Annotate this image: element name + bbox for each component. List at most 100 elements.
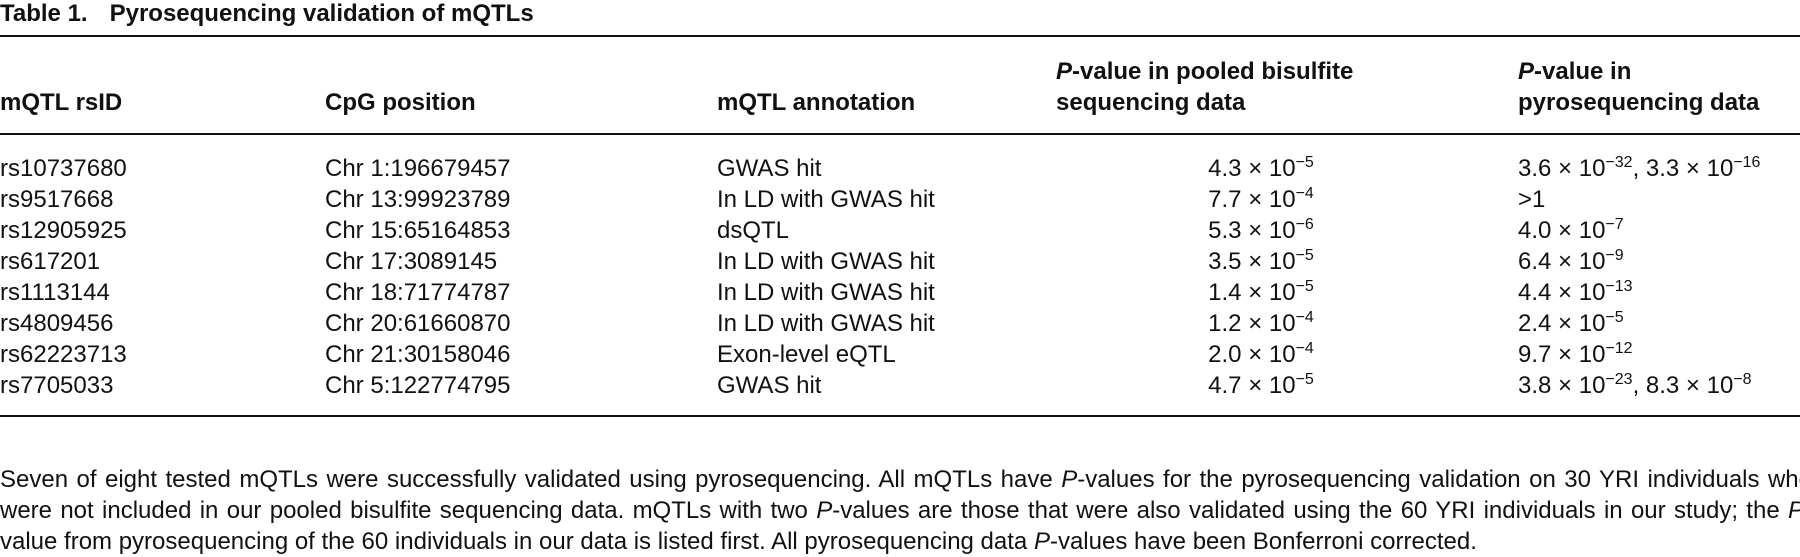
top-rule <box>0 35 1800 37</box>
table-cell: 3.6 × 10−32, 3.3 × 10−16 <box>1518 153 1760 184</box>
table-cell: rs7705033 <box>0 372 114 399</box>
table-cell: In LD with GWAS hit <box>717 279 935 306</box>
text-run: 6.4 × 10 <box>1518 248 1606 275</box>
table-cell: Chr 20:61660870 <box>325 310 511 337</box>
text-run: 3.8 × 10 <box>1518 372 1606 399</box>
table-cell: In LD with GWAS hit <box>717 248 935 275</box>
footnote: Seven of eight tested mQTLs were success… <box>0 464 1800 557</box>
table-cell: rs10737680 <box>0 155 127 182</box>
text-run: 1.4 × 10 <box>1208 279 1296 306</box>
text-run: -value in pyrosequencing data <box>1518 58 1760 116</box>
table-cell: rs617201 <box>0 248 101 275</box>
table-cell: 6.4 × 10−9 <box>1518 246 1624 277</box>
table-cell: GWAS hit <box>717 155 822 182</box>
exponent: −32 <box>1605 154 1633 171</box>
table-cell: 3.8 × 10−23, 8.3 × 10−8 <box>1518 370 1752 401</box>
text-run: -value from pyrosequencing of the 60 ind… <box>0 528 1028 555</box>
exponent: −5 <box>1295 247 1314 264</box>
exponent: −13 <box>1605 278 1633 295</box>
table-cell: Chr 1:196679457 <box>325 155 511 182</box>
text-run: 4.4 × 10 <box>1518 279 1606 306</box>
exponent: −4 <box>1295 340 1314 357</box>
exponent: −5 <box>1295 278 1314 295</box>
text-run: mQTL annotation <box>717 89 916 116</box>
exponent: −9 <box>1605 247 1624 264</box>
table-cell: 4.0 × 10−7 <box>1518 215 1624 246</box>
exponent: −7 <box>1605 216 1624 233</box>
table-cell: 3.5 × 10−5 <box>1056 246 1466 277</box>
exponent: −5 <box>1295 371 1314 388</box>
text-run: -values are those that were also validat… <box>832 497 1788 524</box>
text-run: 4.7 × 10 <box>1208 372 1296 399</box>
text-run: 9.7 × 10 <box>1518 341 1606 368</box>
italic-text: P <box>1061 466 1078 493</box>
table-cell: 1.2 × 10−4 <box>1056 308 1466 339</box>
table-cell: rs62223713 <box>0 341 127 368</box>
table-title: Table 1. Pyrosequencing validation of mQT… <box>0 0 556 28</box>
italic-text: P <box>816 497 833 524</box>
exponent: −6 <box>1295 216 1314 233</box>
table-cell: 1.4 × 10−5 <box>1056 277 1466 308</box>
exponent: −4 <box>1295 185 1314 202</box>
bottom-rule <box>0 415 1800 417</box>
table-cell: rs4809456 <box>0 310 114 337</box>
italic-text: P <box>1518 58 1535 85</box>
text-run: 5.3 × 10 <box>1208 217 1296 244</box>
table-cell: Exon-level eQTL <box>717 341 896 368</box>
table-cell: >1 <box>1518 184 1545 215</box>
text-run: >1 <box>1518 186 1546 213</box>
header-rule <box>0 133 1800 135</box>
column-header: mQTL rsID <box>0 87 300 118</box>
exponent: −5 <box>1295 154 1314 171</box>
italic-text: P <box>1056 58 1073 85</box>
table-cell: Chr 5:122774795 <box>325 372 511 399</box>
table-cell: rs12905925 <box>0 217 127 244</box>
text-run: 4.0 × 10 <box>1518 217 1606 244</box>
table-cell: 4.3 × 10−5 <box>1056 153 1466 184</box>
text-run: , 8.3 × 10 <box>1632 372 1734 399</box>
table-label: Table 1. <box>0 0 88 27</box>
table-cell: 4.4 × 10−13 <box>1518 277 1633 308</box>
italic-text: P <box>1788 497 1800 524</box>
text-run: 4.3 × 10 <box>1208 155 1296 182</box>
table-cell: 2.4 × 10−5 <box>1518 308 1624 339</box>
text-run: CpG position <box>325 89 476 116</box>
text-run: mQTL rsID <box>0 89 123 116</box>
text-run: -values for the pyrosequencing validatio… <box>0 466 1800 524</box>
table-cell: Chr 21:30158046 <box>325 341 511 368</box>
text-run: -values have been Bonferroni corrected. <box>1049 528 1477 555</box>
table-cell: rs1113144 <box>0 279 110 306</box>
table-cell: Chr 15:65164853 <box>325 217 511 244</box>
text-run: 2.0 × 10 <box>1208 341 1296 368</box>
table-cell: 5.3 × 10−6 <box>1056 215 1466 246</box>
column-header: P-value in pooled bisulfite sequencing d… <box>1056 56 1386 118</box>
text-run: -value in pooled bisulfite sequencing da… <box>1056 58 1354 116</box>
table-cell: 7.7 × 10−4 <box>1056 184 1466 215</box>
column-header: P-value in pyrosequencing data <box>1518 56 1778 118</box>
column-header: mQTL annotation <box>717 87 1017 118</box>
text-run: 1.2 × 10 <box>1208 310 1296 337</box>
text-run: 7.7 × 10 <box>1208 186 1296 213</box>
text-run: 3.5 × 10 <box>1208 248 1296 275</box>
exponent: −16 <box>1733 154 1761 171</box>
exponent: −23 <box>1605 371 1633 388</box>
table-cell: Chr 17:3089145 <box>325 248 498 275</box>
table-cell: GWAS hit <box>717 372 822 399</box>
text-run: , 3.3 × 10 <box>1632 155 1734 182</box>
italic-text: P <box>1033 528 1050 555</box>
table-cell: In LD with GWAS hit <box>717 310 935 337</box>
table-cell: 9.7 × 10−12 <box>1518 339 1633 370</box>
text-run: Seven of eight tested mQTLs were success… <box>0 466 1062 493</box>
exponent: −8 <box>1733 371 1752 388</box>
table-cell: Chr 13:99923789 <box>325 186 511 213</box>
table-cell: rs9517668 <box>0 186 114 213</box>
exponent: −5 <box>1605 309 1624 326</box>
exponent: −12 <box>1605 340 1633 357</box>
text-run: 3.6 × 10 <box>1518 155 1606 182</box>
exponent: −4 <box>1295 309 1314 326</box>
table-cell: Chr 18:71774787 <box>325 279 511 306</box>
table-cell: In LD with GWAS hit <box>717 186 935 213</box>
table-cell: 4.7 × 10−5 <box>1056 370 1466 401</box>
text-run: 2.4 × 10 <box>1518 310 1606 337</box>
